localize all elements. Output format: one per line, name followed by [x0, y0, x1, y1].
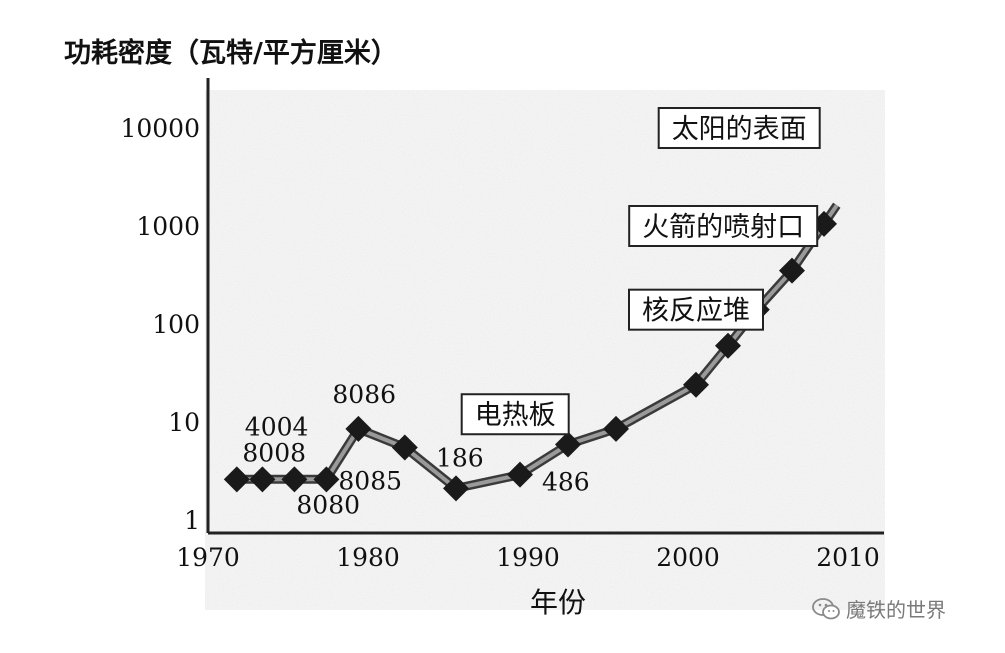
y-tick-label: 1000: [136, 212, 200, 241]
annotation-box: 电热板: [460, 393, 570, 436]
data-point-label: 8080: [296, 490, 360, 519]
wechat-icon: [812, 597, 840, 619]
annotation-text: 太阳的表面: [672, 114, 807, 145]
annotation-text: 核反应堆: [642, 296, 750, 327]
annotation-frame: [628, 288, 764, 331]
annotation-text: 火箭的喷射口: [642, 212, 804, 243]
data-point: [281, 466, 308, 493]
x-tick-label: 2010: [816, 543, 880, 572]
y-tick-label: 10000: [120, 114, 200, 143]
data-point-label: 8085: [338, 466, 402, 495]
data-point-label: 486: [542, 468, 590, 497]
x-tick-label: 1970: [176, 543, 240, 572]
annotation-box: 火箭的喷射口: [628, 205, 819, 247]
y-tick-label: 1: [184, 506, 200, 535]
y-axis-ticks: 1 10 100 1000 10000: [120, 114, 200, 535]
data-point: [345, 415, 372, 442]
annotation-text: 电热板: [475, 400, 556, 431]
data-point: [443, 475, 469, 502]
data-point: [715, 332, 741, 359]
data-point: [603, 415, 629, 442]
data-point: [249, 466, 276, 493]
annotation-box: 核反应堆: [628, 288, 764, 331]
y-tick-label: 10: [168, 408, 200, 437]
annotation-frame: [460, 393, 570, 436]
x-tick-label: 2000: [656, 543, 720, 572]
watermark: 魔铁的世界: [812, 594, 946, 623]
data-point: [779, 257, 805, 284]
annotation-frame: [628, 205, 819, 247]
data-point: [223, 466, 250, 493]
data-point-label: 8086: [332, 380, 396, 409]
x-tick-label: 1980: [336, 543, 400, 572]
annotation-frame: [657, 107, 821, 149]
data-point: [507, 461, 533, 488]
data-point: [555, 431, 581, 458]
watermark-text: 魔铁的世界: [846, 598, 946, 622]
chart-title: 功耗密度（瓦特/平方厘米）: [64, 37, 398, 69]
data-point-label: 8008: [242, 438, 306, 467]
data-point-label: 186: [436, 443, 484, 472]
x-axis-label: 年份: [530, 586, 586, 619]
x-axis-ticks: 1970 1980 1990 2000 2010: [176, 543, 880, 572]
data-point: [313, 466, 340, 493]
data-point: [391, 434, 418, 461]
annotation-box: 太阳的表面: [657, 107, 821, 149]
data-point-label: 4004: [245, 412, 309, 441]
x-tick-label: 1990: [496, 543, 560, 572]
chart-annotations: 电热板 核反应堆 火箭的喷射口 太阳的表面: [460, 107, 821, 436]
data-point-markers: [223, 210, 837, 502]
y-tick-label: 100: [152, 310, 200, 339]
scan-texture: [205, 90, 885, 610]
data-point: [683, 371, 709, 398]
